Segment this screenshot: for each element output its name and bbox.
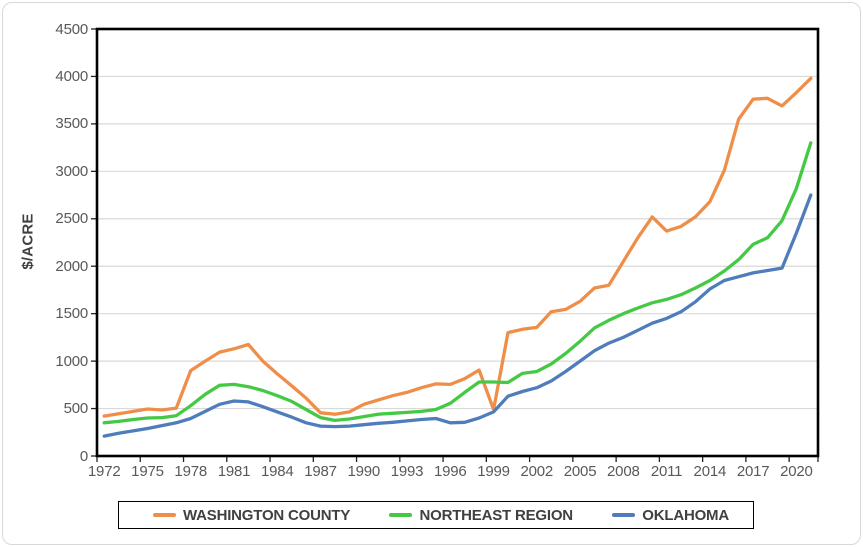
y-tick-label: 4000 xyxy=(55,67,88,85)
x-tick-label: 2017 xyxy=(736,463,770,480)
washington-county-line-swatch-icon xyxy=(153,513,176,517)
x-tick-label: 2011 xyxy=(650,463,683,480)
y-tick-label: 2000 xyxy=(55,257,88,275)
y-tick-label: 3500 xyxy=(55,115,88,133)
x-tick-label: 1999 xyxy=(477,463,510,480)
x-tick-label: 2020 xyxy=(780,463,813,480)
y-tick-label: 1500 xyxy=(55,305,88,323)
y-axis-title: $/ACRE xyxy=(19,213,37,270)
oklahoma-line-swatch-icon xyxy=(612,513,636,517)
northeast-region-line-swatch-icon xyxy=(389,513,413,517)
y-tick-label: 3000 xyxy=(55,162,88,180)
y-tick-label: 1000 xyxy=(55,352,88,370)
y-tick-label: 500 xyxy=(63,400,89,418)
legend-entry-washington-county: WASHINGTON COUNTY xyxy=(153,507,350,524)
legend-label-northeast-region: NORTHEAST REGION xyxy=(419,506,573,524)
y-tick-label: 2500 xyxy=(55,210,88,228)
x-tick-label: 1990 xyxy=(347,463,381,480)
x-tick-label: 1978 xyxy=(174,463,207,480)
x-tick-label: 2005 xyxy=(563,463,597,480)
legend: WASHINGTON COUNTY NORTHEAST REGION OKLAH… xyxy=(118,501,754,529)
x-tick-label: 1981 xyxy=(217,463,251,480)
legend-label-oklahoma: OKLAHOMA xyxy=(642,506,729,524)
y-tick-label: 0 xyxy=(79,447,88,465)
x-tick-label: 2008 xyxy=(607,463,640,480)
x-tick-label: 2014 xyxy=(693,463,727,480)
x-tick-label: 1996 xyxy=(433,463,467,480)
x-tick-label: 1984 xyxy=(260,463,294,480)
y-tick-label: 4500 xyxy=(55,20,88,38)
legend-entry-oklahoma: OKLAHOMA xyxy=(612,507,729,524)
x-tick-label: 1972 xyxy=(87,463,121,480)
x-tick-label: 1987 xyxy=(304,463,337,480)
legend-entry-northeast-region: NORTHEAST REGION xyxy=(389,506,573,524)
x-tick-label: 2002 xyxy=(520,463,554,480)
x-tick-label: 1975 xyxy=(131,463,164,480)
legend-label-washington-county: WASHINGTON COUNTY xyxy=(183,506,351,524)
x-tick-label: 1993 xyxy=(390,463,424,480)
